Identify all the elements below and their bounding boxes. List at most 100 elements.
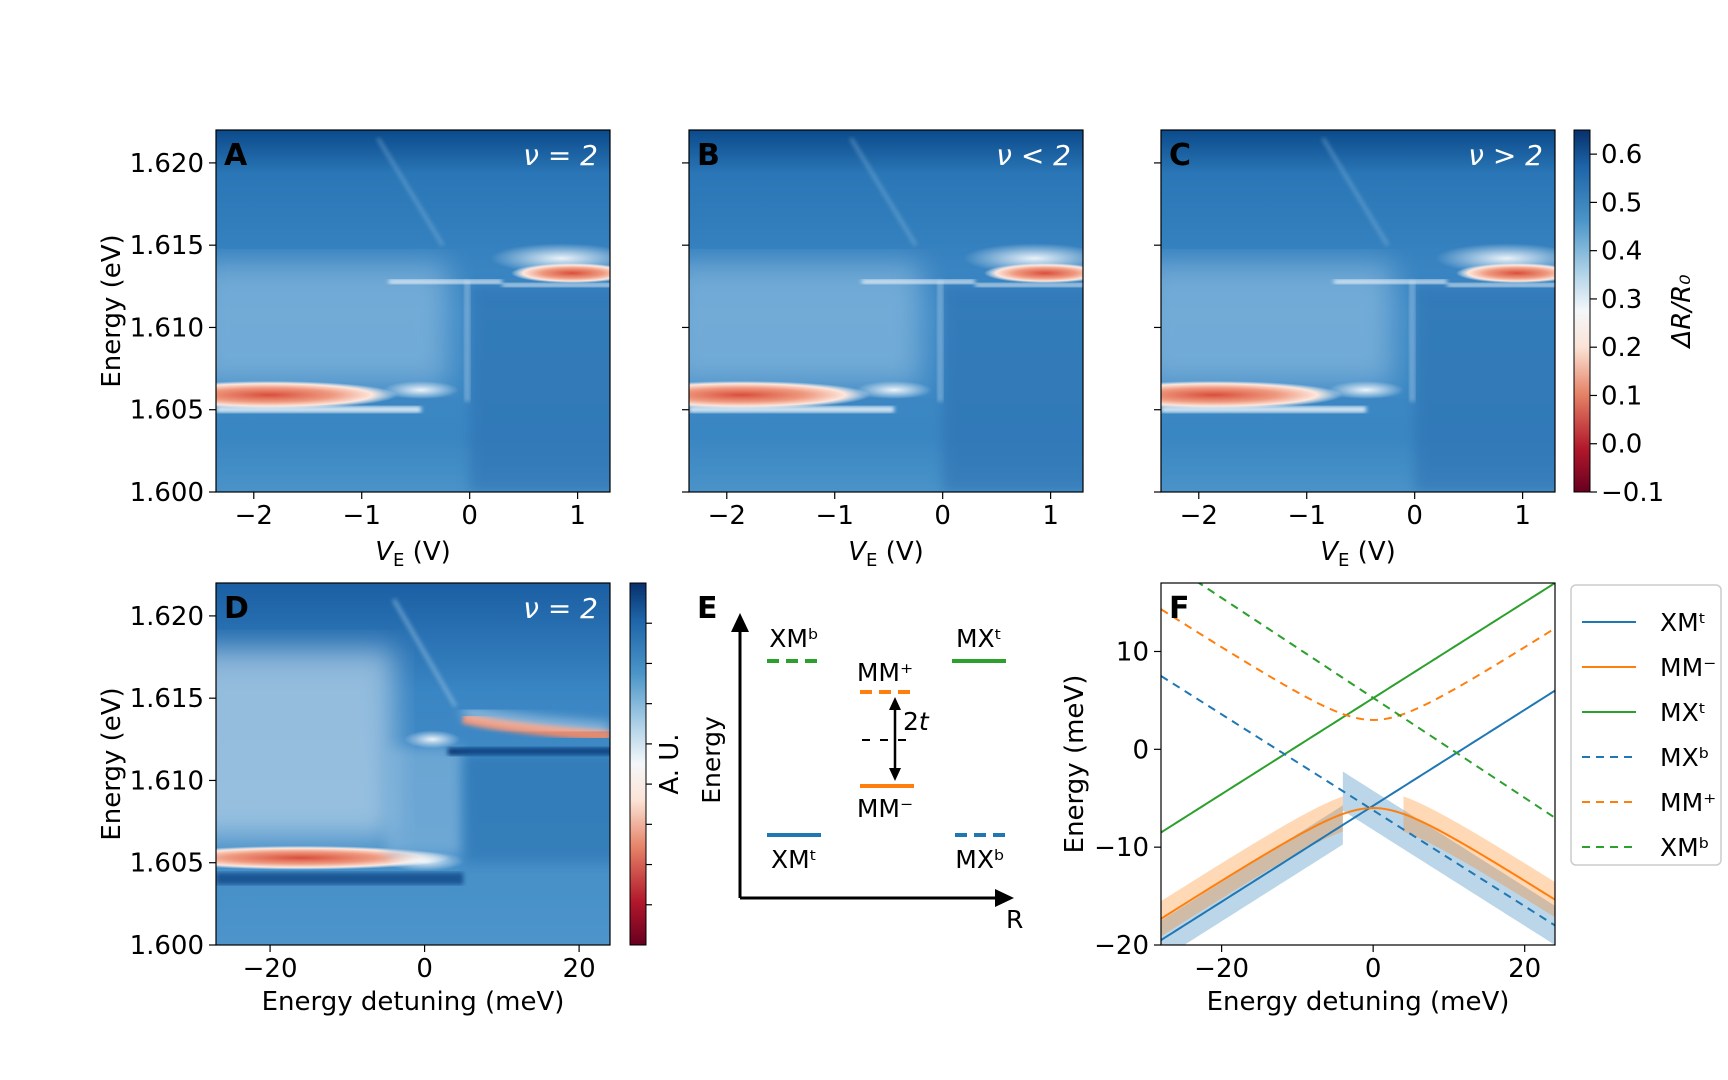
panel-a-ytick-label: 1.610 <box>130 313 204 343</box>
legend-label: MXᵇ <box>1660 743 1709 772</box>
splitting-label: 2t <box>903 707 930 736</box>
panel-c-xtick-label: 1 <box>1514 501 1531 531</box>
panel-c-xtick-label: 0 <box>1406 501 1423 531</box>
panel-f-ytick-label: −10 <box>1094 833 1149 863</box>
panel-f-xtick-label: −20 <box>1194 954 1249 984</box>
legend-label: MM⁻ <box>1660 653 1716 682</box>
panel-d-ytick-label: 1.610 <box>130 766 204 796</box>
panel-d-ytick-label: 1.600 <box>130 931 204 961</box>
panel-c-xlabel: VE (V) <box>1320 537 1396 571</box>
colorbar-tick-label: 0.5 <box>1601 188 1642 218</box>
upper-resonance <box>983 263 1083 284</box>
band-mm-right <box>1403 796 1555 918</box>
colorbar-tick-label: 0.2 <box>1601 333 1642 363</box>
upper-resonance <box>1455 263 1555 284</box>
colorbar-tick-label: −0.1 <box>1601 478 1664 508</box>
splitting-arrowhead-down <box>889 768 901 781</box>
panel-letter: B <box>697 138 720 173</box>
panel-letter: D <box>224 591 249 626</box>
panel-a-xlabel: VE (V) <box>375 537 451 571</box>
panel-c-xtick-label: −1 <box>1288 501 1326 531</box>
panel-a-ytick-label: 1.600 <box>130 478 204 508</box>
panel-d-xtick-label: 0 <box>416 954 433 984</box>
panel-d-xtick-label: −20 <box>243 954 298 984</box>
panel-a: −2 −1 0 1 1.600 1.605 1.610 1.615 1.620 VE (V) A ν … <box>130 129 611 571</box>
line-mxb <box>1161 675 1555 927</box>
legend-label: MM⁺ <box>1660 788 1716 817</box>
panel-letter: C <box>1169 138 1191 173</box>
panel-a-xtick-label: −1 <box>343 501 381 531</box>
energy-axis-arrowhead <box>731 613 749 632</box>
colorbar-tick-label: 0.4 <box>1601 237 1642 267</box>
band-xmt <box>1161 805 1343 945</box>
panel-a-ylabel: Energy (eV) <box>97 234 127 387</box>
level-label: XMᵗ <box>771 845 817 874</box>
panel-a-ytick-label: 1.615 <box>130 231 204 261</box>
legend-label: MXᵗ <box>1660 698 1706 727</box>
level-label: MXᵇ <box>955 845 1004 874</box>
line-mm-plus <box>1161 608 1555 721</box>
panel-c-xtick-label: −2 <box>1180 501 1218 531</box>
panel-b-xtick-label: 1 <box>1042 501 1059 531</box>
panel-d-frame <box>215 582 611 946</box>
filling-annotation: ν < 2 <box>996 139 1071 172</box>
panel-f-xlabel: Energy detuning (meV) <box>1207 987 1510 1017</box>
panel-d-ytick-label: 1.615 <box>130 684 204 714</box>
level-label: MM⁻ <box>857 794 913 823</box>
panel-f-ytick-label: −20 <box>1094 931 1149 961</box>
lower-resonance <box>1161 380 1343 409</box>
panel-f-xtick-label: 20 <box>1508 954 1541 984</box>
panel-b-xtick-label: −1 <box>816 501 854 531</box>
splitting-arrowhead-up <box>889 697 901 710</box>
panel-a-xtick-label: 0 <box>461 501 478 531</box>
line-mxt <box>1161 583 1555 834</box>
filling-annotation: ν = 2 <box>523 139 598 172</box>
panel-b-xlabel: VE (V) <box>848 537 924 571</box>
panel-b-xtick-label: −2 <box>708 501 746 531</box>
colorbar-d <box>629 582 647 946</box>
panel-f-ylabel: Energy (meV) <box>1060 675 1090 854</box>
line-xmb <box>1197 583 1555 819</box>
panel-c: −2 −1 0 1 VE (V) C ν > 2 <box>1154 129 1556 571</box>
panel-letter: A <box>224 138 248 173</box>
colorbar-tick-label: 0.1 <box>1601 381 1642 411</box>
panel-letter: F <box>1169 591 1190 626</box>
panel-d-xlabel: Energy detuning (meV) <box>262 987 565 1017</box>
panel-b: −2 −1 0 1 VE (V) B ν < 2 <box>682 129 1084 571</box>
colorbar-d-label: A. U. <box>655 733 685 794</box>
r-axis-label: R <box>1006 905 1023 934</box>
panel-a-xtick-label: 1 <box>569 501 586 531</box>
colorbar-main-label: ΔR/R₀ <box>1667 274 1697 350</box>
panel-d-ytick-label: 1.605 <box>130 849 204 879</box>
colorbar-tick-label: 0.3 <box>1601 285 1642 315</box>
level-label: MXᵗ <box>956 624 1002 653</box>
filling-annotation: ν = 2 <box>523 592 598 625</box>
lower-resonance <box>689 380 871 409</box>
upper-resonance <box>461 712 610 742</box>
filling-annotation: ν > 2 <box>1468 139 1543 172</box>
panel-c-frame <box>1160 129 1556 493</box>
upper-resonance <box>510 263 610 284</box>
legend-label: XMᵇ <box>1660 833 1709 862</box>
r-axis-arrowhead <box>995 889 1014 907</box>
colorbar-tick-label: 0.6 <box>1601 140 1642 170</box>
panel-a-xtick-label: −2 <box>235 501 273 531</box>
line-mm-minus <box>1161 807 1555 920</box>
panel-a-frame <box>215 129 611 493</box>
level-label: XMᵇ <box>769 624 818 653</box>
panel-f-frame <box>1160 582 1556 946</box>
panel-e-diagram: E Energy R XMᵇ MM⁺ MXᵗ MM⁻ XMᵗ MXᵇ 2t <box>697 591 1023 934</box>
panel-b-frame <box>688 129 1084 493</box>
panel-d-ytick-label: 1.620 <box>130 602 204 632</box>
panel-f-xtick-label: 0 <box>1365 954 1382 984</box>
panel-f-ytick-label: 10 <box>1116 637 1149 667</box>
lower-resonance <box>216 380 398 409</box>
panel-d: −20 0 20 1.600 1.605 1.610 1.615 1.620 Energy de… <box>97 582 611 1017</box>
panel-d-ylabel: Energy (eV) <box>97 687 127 840</box>
panel-a-ytick-label: 1.605 <box>130 396 204 426</box>
panel-b-xtick-label: 0 <box>934 501 951 531</box>
legend-box <box>1570 584 1722 866</box>
line-xmt <box>1161 689 1555 941</box>
band-mm-left <box>1161 796 1343 937</box>
